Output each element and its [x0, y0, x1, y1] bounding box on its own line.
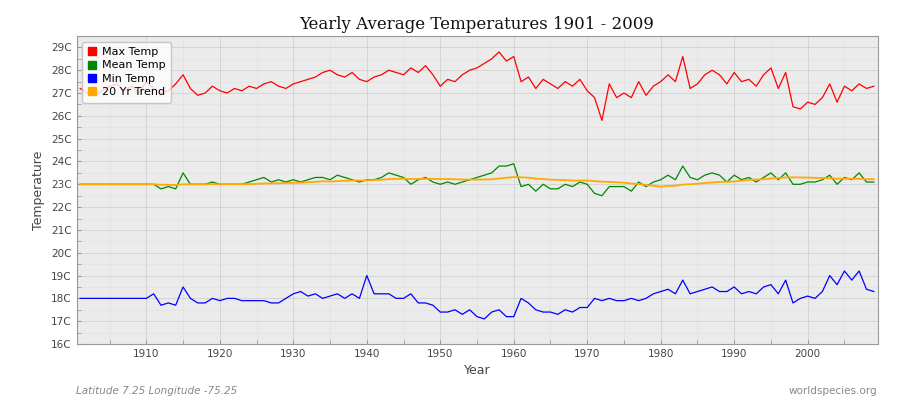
- X-axis label: Year: Year: [464, 364, 490, 378]
- Legend: Max Temp, Mean Temp, Min Temp, 20 Yr Trend: Max Temp, Mean Temp, Min Temp, 20 Yr Tre…: [82, 42, 171, 103]
- Text: worldspecies.org: worldspecies.org: [789, 386, 877, 396]
- Title: Yearly Average Temperatures 1901 - 2009: Yearly Average Temperatures 1901 - 2009: [300, 16, 654, 33]
- Y-axis label: Temperature: Temperature: [32, 150, 46, 230]
- Text: Latitude 7.25 Longitude -75.25: Latitude 7.25 Longitude -75.25: [76, 386, 238, 396]
